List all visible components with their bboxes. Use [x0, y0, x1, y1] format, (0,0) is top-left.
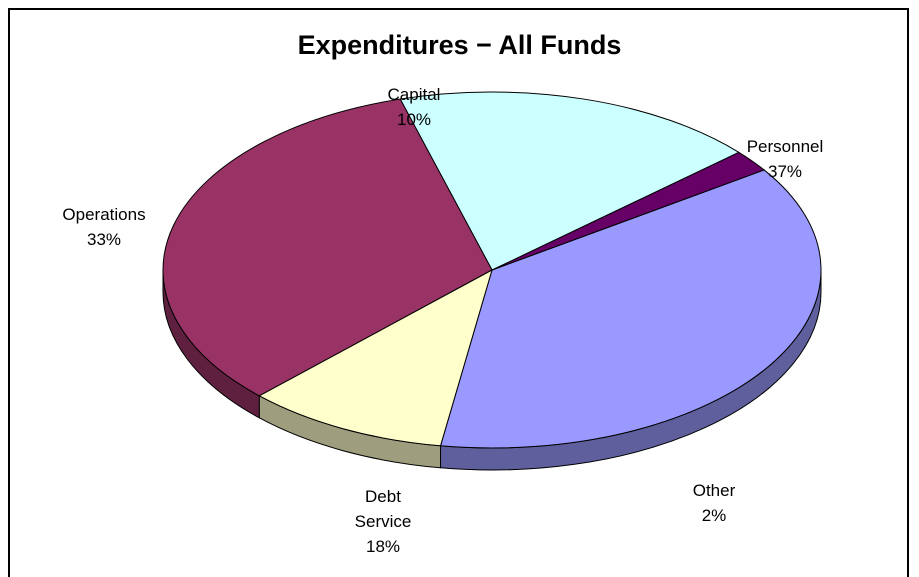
pie-slice-personnel — [439, 169, 822, 449]
slice-name: Capital — [388, 85, 441, 104]
slice-name: Other — [693, 481, 736, 500]
pie-tops — [162, 91, 822, 449]
slice-label-debt-service: Debt Service 18% — [355, 487, 412, 556]
slice-percent: 37% — [768, 162, 802, 181]
slice-percent: 18% — [366, 537, 400, 556]
slice-label-personnel: Personnel 37% — [747, 137, 824, 181]
slice-percent: 2% — [702, 506, 727, 525]
slice-percent: 10% — [397, 110, 431, 129]
slice-name: Service — [355, 512, 412, 531]
chart-title: Expenditures − All Funds — [297, 30, 622, 60]
pie-slice-operations — [162, 98, 493, 397]
pie-labels: Personnel 37% Other 2% Debt Service 18% Operati… — [62, 85, 823, 556]
slice-label-capital: Capital 10% — [388, 85, 441, 129]
pie-slice-capital — [258, 268, 493, 447]
slice-name: Personnel — [747, 137, 824, 156]
slice-label-other: Other 2% — [693, 481, 736, 525]
slice-name: Operations — [62, 205, 145, 224]
slice-percent: 33% — [87, 230, 121, 249]
pie-slice-debt-service — [399, 91, 740, 271]
chart-frame — [8, 8, 909, 577]
slice-label-operations: Operations 33% — [62, 205, 145, 249]
slice-name: Debt — [365, 487, 401, 506]
